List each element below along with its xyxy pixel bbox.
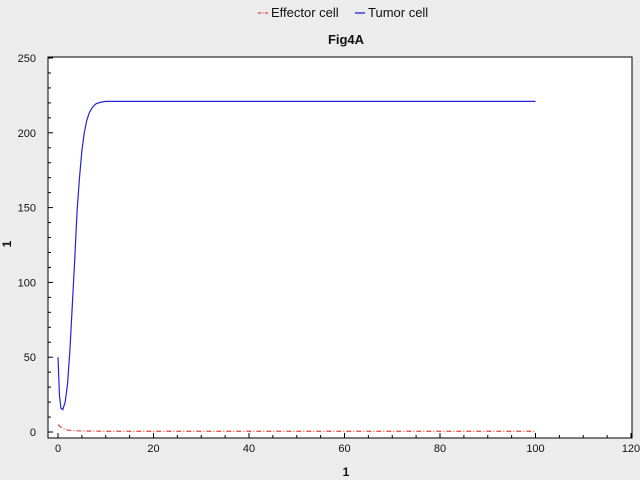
x-tick-label: 20	[147, 443, 159, 455]
y-tick-label: 200	[18, 128, 36, 140]
legend-label: Tumor cell	[368, 5, 428, 20]
legend-item-effector-cell: Effector cell	[258, 5, 339, 20]
y-tick-label: 0	[30, 427, 36, 439]
x-tick-label: 60	[338, 443, 350, 455]
axis-ticks: 0 20 40 60 80 100 120 0 50 100 150 200 250	[18, 53, 640, 455]
y-tick-label: 150	[18, 203, 36, 215]
x-tick-label: 120	[622, 443, 640, 455]
plot-area	[47, 56, 633, 439]
y-tick-label: 100	[18, 277, 36, 289]
legend-item-tumor-cell: Tumor cell	[355, 5, 428, 20]
series-line-tumor-cell	[57, 100, 536, 411]
series-layer	[57, 100, 536, 432]
x-axis-label: 1	[343, 465, 350, 479]
x-tick-label: 100	[526, 443, 544, 455]
legend-label: Effector cell	[271, 5, 339, 20]
y-axis-label: 1	[0, 240, 14, 247]
chart-title: Fig4A	[328, 32, 365, 47]
y-tick-label: 250	[18, 53, 36, 65]
y-tick-label: 50	[24, 352, 36, 364]
legend: Effector cell Tumor cell	[258, 5, 428, 20]
x-tick-label: 80	[434, 443, 446, 455]
x-tick-label: 0	[55, 443, 61, 455]
x-tick-label: 40	[243, 443, 255, 455]
